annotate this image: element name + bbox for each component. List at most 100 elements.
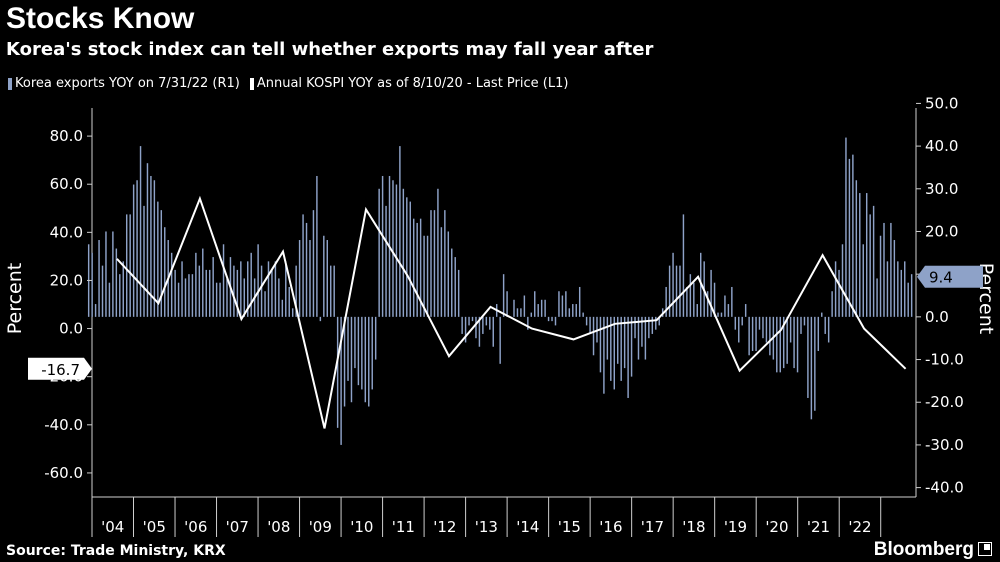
- export-bar: [202, 248, 204, 317]
- export-bar: [132, 184, 135, 317]
- export-bar: [513, 299, 515, 317]
- export-bar: [195, 252, 197, 317]
- export-bar: [302, 214, 304, 317]
- export-bar: [264, 291, 266, 317]
- export-bar: [347, 316, 349, 381]
- export-bar: [357, 316, 360, 386]
- export-bar: [776, 316, 778, 373]
- export-bar: [98, 240, 100, 317]
- export-bar: [651, 316, 654, 334]
- source-note: Source: Trade Ministry, KRX: [6, 543, 226, 559]
- export-bar: [803, 316, 806, 326]
- export-bar: [198, 265, 201, 317]
- export-bar: [260, 265, 263, 317]
- export-bar: [319, 316, 322, 322]
- export-bar: [865, 193, 868, 317]
- right-tick-label: 0.0: [925, 308, 949, 326]
- export-bar: [720, 312, 723, 317]
- export-bar: [478, 316, 481, 347]
- export-bar: [368, 316, 370, 407]
- export-bar: [295, 265, 297, 317]
- export-bar: [648, 316, 650, 339]
- x-tick-label: '22: [848, 518, 871, 536]
- export-bar: [907, 282, 909, 317]
- export-bar: [371, 316, 373, 390]
- export-bar: [886, 261, 889, 317]
- export-bar: [129, 214, 131, 317]
- export-bar: [291, 308, 294, 317]
- export-bar: [558, 291, 560, 317]
- export-bar: [188, 274, 190, 317]
- chart-subtitle: Korea's stock index can tell whether exp…: [6, 39, 654, 60]
- export-bar: [544, 299, 546, 317]
- export-bar: [523, 295, 526, 317]
- export-bar: [883, 222, 885, 317]
- export-bar: [257, 244, 259, 317]
- export-bar: [706, 291, 709, 317]
- x-tick-label: '17: [641, 518, 664, 536]
- legend-item-exports: Korea exports YOY on 7/31/22 (R1): [8, 76, 240, 91]
- right-tick-label: -20.0: [925, 393, 964, 411]
- legend-item-kospi: Annual KOSPI YOY as of 8/10/20 - Last Pr…: [249, 76, 568, 91]
- x-tick-label: '05: [143, 518, 166, 536]
- export-bar: [278, 278, 280, 317]
- export-bar: [872, 205, 875, 317]
- export-bar: [205, 269, 207, 317]
- export-bar: [112, 231, 114, 317]
- export-bar: [893, 240, 896, 317]
- export-bar: [831, 291, 833, 317]
- export-bar: [409, 201, 411, 317]
- export-bar: [146, 163, 149, 317]
- left-tick-label: 80.0: [50, 127, 83, 145]
- kospi-line: [116, 195, 907, 429]
- export-bar: [247, 261, 249, 317]
- export-bar: [547, 316, 550, 322]
- right-last-value-pointer: [917, 265, 925, 288]
- right-tick-label: -10.0: [925, 351, 964, 369]
- export-bar: [392, 180, 394, 317]
- export-bar: [613, 316, 615, 390]
- export-bar: [779, 316, 781, 373]
- export-bar: [475, 316, 477, 339]
- export-bar: [212, 257, 214, 317]
- right-tick-label: -40.0: [925, 479, 964, 497]
- export-bar: [679, 265, 681, 317]
- export-bar: [215, 282, 218, 317]
- export-bar: [157, 201, 159, 317]
- export-bar: [527, 316, 529, 330]
- export-bar: [734, 316, 737, 330]
- right-last-value-label: 9.4: [929, 269, 953, 287]
- export-bar: [724, 295, 726, 317]
- x-tick-label: '04: [101, 518, 124, 536]
- export-bar: [838, 269, 840, 317]
- export-bar: [672, 252, 674, 317]
- export-bar: [330, 265, 332, 317]
- export-bar: [502, 274, 505, 317]
- export-bar: [796, 316, 799, 373]
- export-bar: [426, 235, 429, 317]
- export-bar: [108, 282, 111, 317]
- left-tick-label: 60.0: [50, 175, 83, 193]
- export-bar: [333, 265, 335, 317]
- export-bar: [164, 227, 166, 317]
- export-bar: [226, 278, 228, 317]
- export-bar: [364, 316, 367, 403]
- export-bar: [675, 265, 678, 317]
- export-bar: [534, 291, 536, 317]
- export-bar: [910, 274, 913, 317]
- export-bar: [236, 269, 239, 317]
- left-last-value-pointer: [84, 357, 92, 380]
- export-bar: [174, 269, 176, 317]
- export-bar: [416, 222, 418, 317]
- export-bar: [343, 316, 346, 407]
- export-bar: [464, 316, 467, 343]
- export-bar: [374, 316, 377, 360]
- export-bar: [585, 316, 588, 326]
- export-bar: [869, 214, 871, 317]
- export-bar: [713, 282, 716, 317]
- export-bar: [807, 316, 809, 398]
- export-bar: [862, 244, 864, 317]
- export-bar: [191, 274, 194, 317]
- export-bar: [658, 316, 660, 326]
